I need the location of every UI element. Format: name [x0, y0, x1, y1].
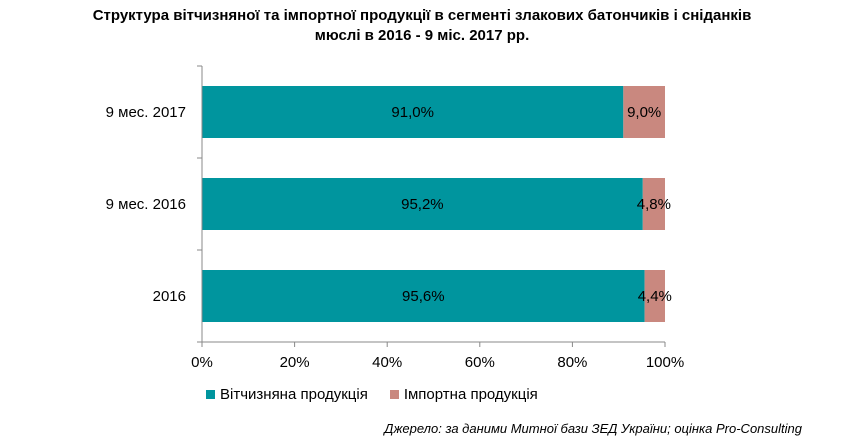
- category-label: 9 мес. 2017: [106, 104, 186, 121]
- x-tick-label: 20%: [280, 354, 310, 371]
- x-tick-label: 40%: [372, 354, 402, 371]
- legend-swatch-import: [389, 390, 399, 399]
- data-label: 95,2%: [401, 196, 444, 213]
- category-label: 9 мес. 2016: [106, 196, 186, 213]
- chart-legend: Вітчизняна продукція Імпортна продукція: [206, 386, 560, 403]
- bar-segment: [202, 270, 645, 322]
- bar-segment: [623, 86, 665, 138]
- chart-title-line-1: Структура вітчизняної та імпортної проду…: [92, 7, 752, 24]
- bar-segment: [642, 178, 665, 230]
- data-label: 4,8%: [637, 196, 671, 213]
- data-label: 4,4%: [638, 288, 672, 305]
- x-tick-label: 100%: [646, 354, 684, 371]
- legend-item-domestic: Вітчизняна продукція: [206, 386, 368, 403]
- x-tick-label: 80%: [557, 354, 587, 371]
- x-tick-label: 0%: [191, 354, 213, 371]
- bar-segment: [202, 178, 643, 230]
- chart-title: Структура вітчизняної та імпортної проду…: [0, 6, 844, 46]
- chart-title-line-2: мюслі в 2016 - 9 міс. 2017 рр.: [314, 27, 530, 44]
- bar-segment: [644, 270, 665, 322]
- legend-label-import: Імпортна продукція: [403, 386, 538, 403]
- data-label: 95,6%: [402, 288, 445, 305]
- legend-item-import: Імпортна продукція: [389, 386, 538, 403]
- source-note: Джерело: за даними Митної бази ЗЕД Украї…: [384, 421, 802, 436]
- category-label: 2016: [153, 288, 186, 305]
- data-label: 9,0%: [627, 104, 661, 121]
- x-tick-label: 60%: [465, 354, 495, 371]
- data-label: 91,0%: [391, 104, 434, 121]
- legend-swatch-domestic: [206, 390, 215, 399]
- bar-segment: [202, 86, 624, 138]
- legend-label-domestic: Вітчизняна продукція: [220, 386, 368, 403]
